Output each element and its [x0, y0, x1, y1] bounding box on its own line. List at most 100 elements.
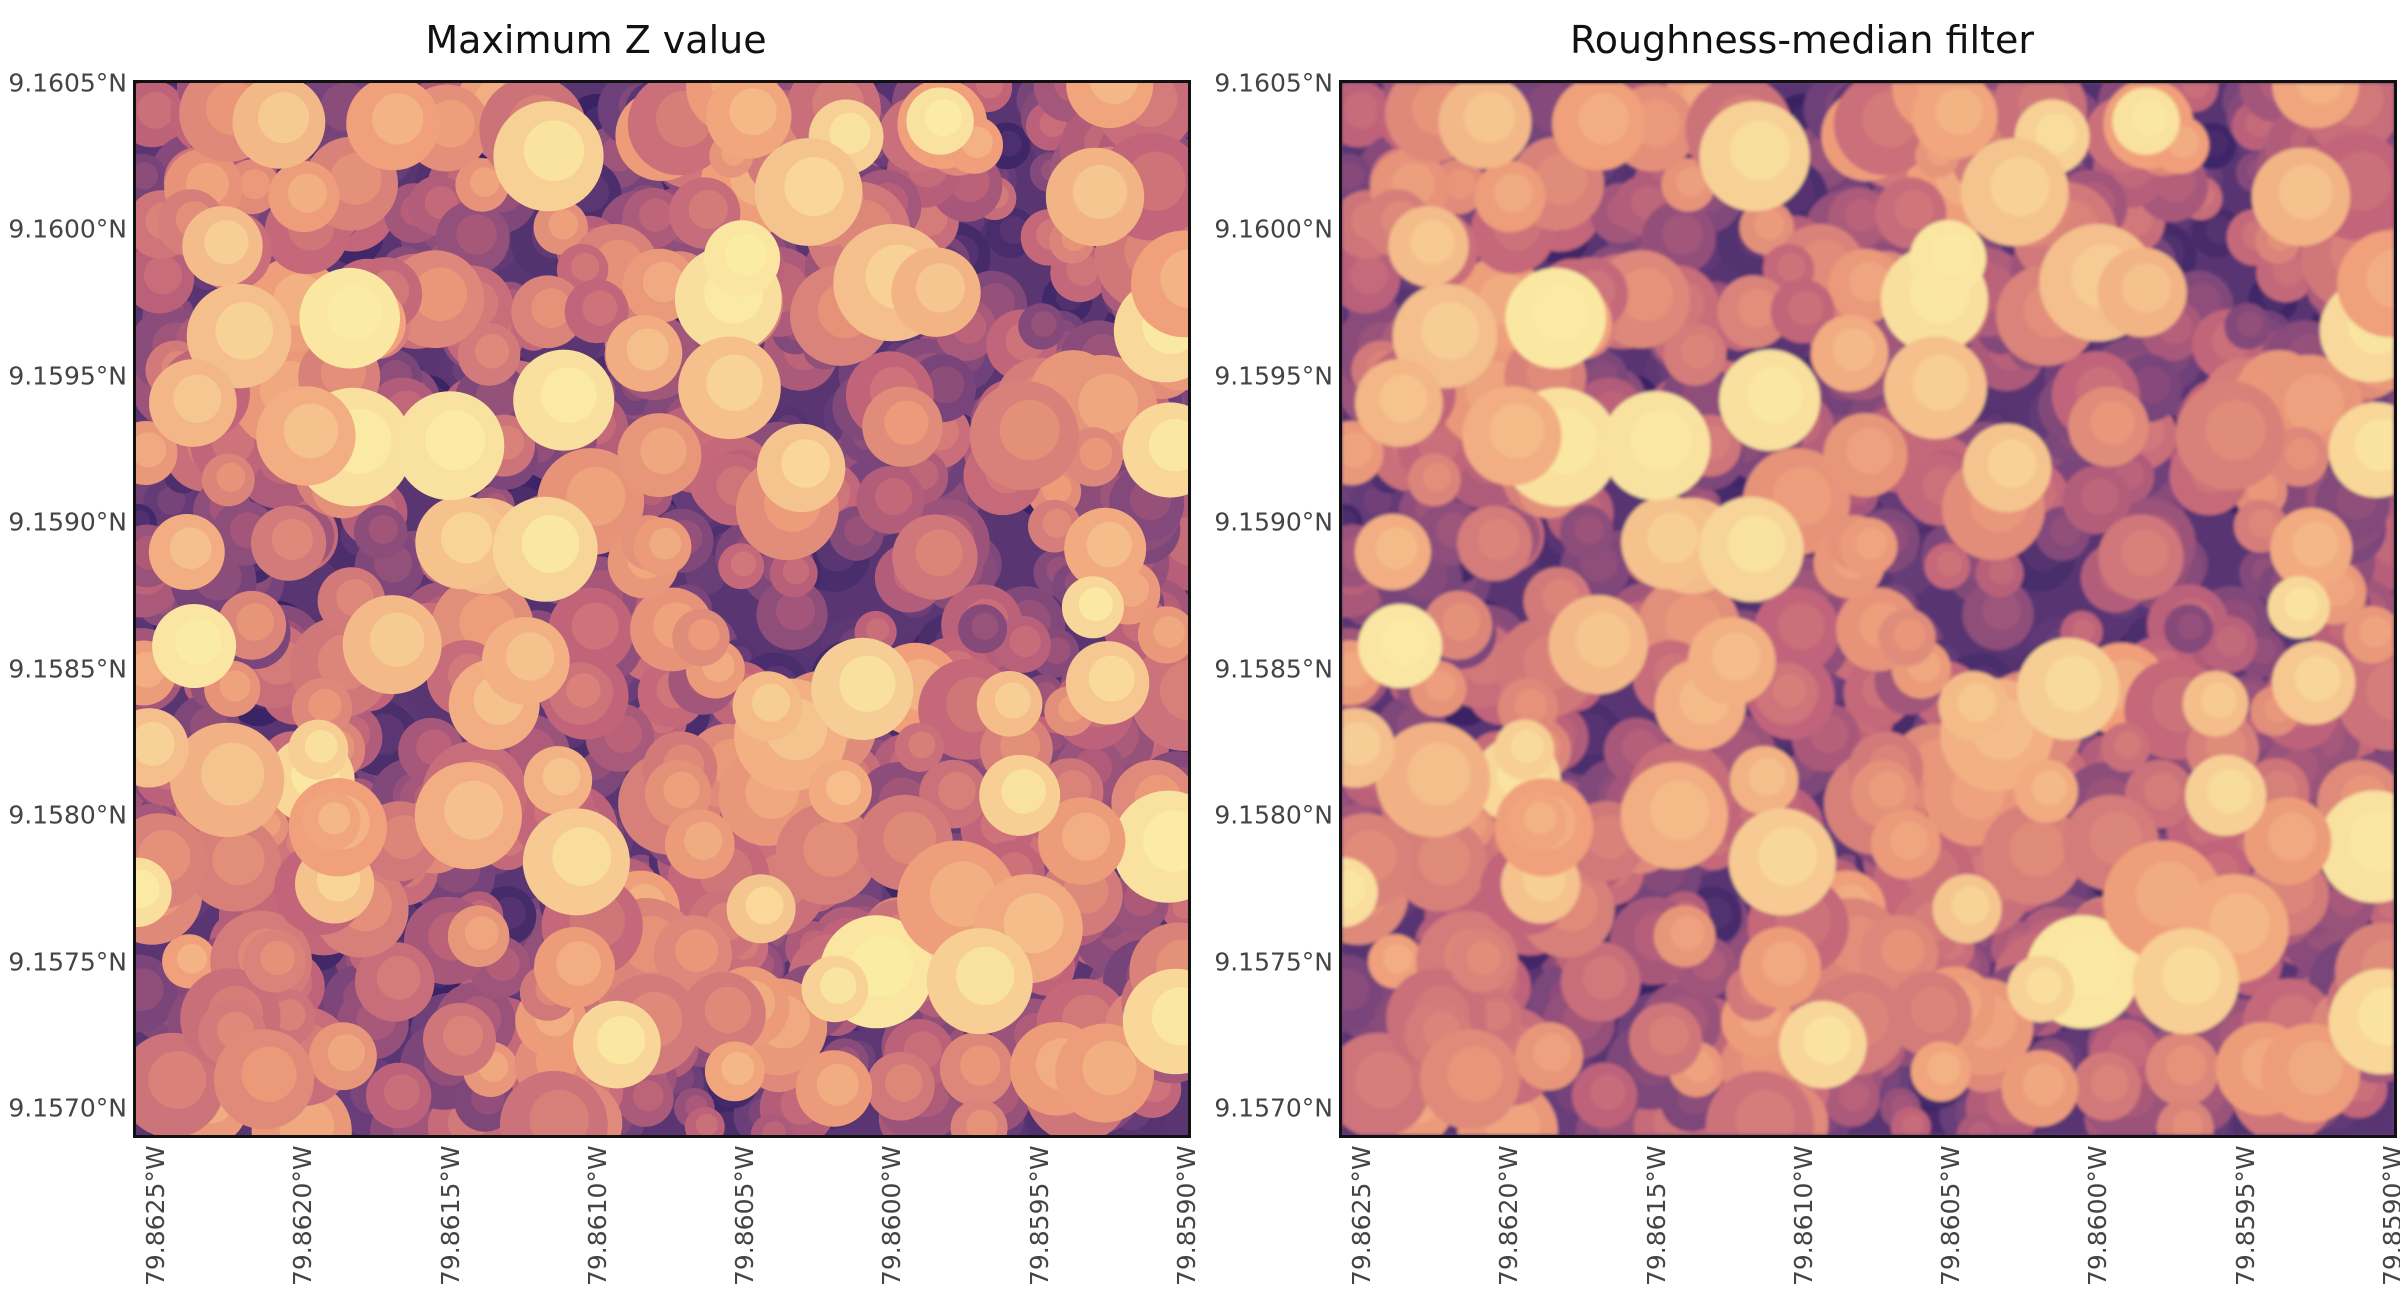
- tree-crown-top: [704, 986, 752, 1033]
- tree-crown-top: [784, 157, 844, 217]
- tree-crown-top: [413, 267, 467, 322]
- tree-crown-top: [2292, 522, 2338, 568]
- tree-crown-top: [216, 462, 246, 492]
- tree-crown-top: [1072, 164, 1128, 220]
- tree-crown-top: [148, 1051, 207, 1109]
- tree-crown-top: [1479, 999, 1512, 1031]
- tree-crown-top: [1151, 987, 1188, 1046]
- tree-crown-top: [1619, 267, 1673, 322]
- longitude-tick-label: 79.8625°W: [1347, 1145, 1376, 1286]
- tree-crown-top: [1354, 1051, 1413, 1109]
- tree-crown-top: [996, 130, 1022, 157]
- tree-crown-top: [2090, 400, 2135, 445]
- tree-crown-top: [688, 618, 720, 651]
- tree-crown-top: [175, 618, 222, 665]
- tree-crown-top: [776, 591, 816, 631]
- tree-crown-top: [2294, 655, 2341, 702]
- tree-crown-top: [1982, 591, 2022, 631]
- tree-crown-top: [816, 1063, 859, 1106]
- tree-crown-top: [999, 216, 1028, 244]
- tree-crown-top: [1445, 169, 1476, 200]
- tree-crown-top: [2285, 437, 2319, 471]
- tree-crown-top: [1680, 334, 1716, 369]
- tree-crown-top: [1003, 893, 1064, 954]
- tree-crown-top: [330, 153, 382, 205]
- tree-crown-top: [1042, 508, 1072, 538]
- tree-crown-top: [1729, 120, 1791, 181]
- tree-crown-top: [2081, 477, 2119, 516]
- tree-crown-top: [1632, 99, 1681, 148]
- tree-crown-top: [730, 551, 757, 577]
- tree-crown-top: [456, 214, 497, 255]
- tree-crown-top: [1379, 374, 1428, 423]
- tree-crown-top: [885, 1064, 923, 1102]
- tree-crown-top: [2354, 419, 2394, 472]
- tree-crown-top: [724, 233, 767, 276]
- tree-crown-top: [782, 557, 810, 585]
- tree-crown-top: [819, 967, 857, 1004]
- longitude-tick-label: 79.8595°W: [1024, 1145, 1054, 1286]
- canopy-height-map[interactable]: [1339, 80, 2397, 1138]
- tree-crown-top: [2207, 769, 2252, 814]
- latitude-tick-label: 9.1570°N: [8, 1093, 127, 1123]
- tree-crown-top: [1143, 810, 1188, 872]
- tree-crown-top: [143, 256, 182, 295]
- tree-crown-top: [273, 999, 306, 1031]
- tree-crown-top: [157, 486, 186, 516]
- tree-crown-top: [2025, 967, 2063, 1004]
- tree-crown-top: [1772, 673, 1807, 708]
- tree-crown-top: [2205, 216, 2234, 244]
- tree-crown-top: [1758, 827, 1818, 886]
- canopy-height-map[interactable]: [133, 80, 1191, 1138]
- tree-crown-top: [884, 400, 929, 445]
- tree-crown-top: [1062, 812, 1111, 861]
- tree-crown-top: [1342, 162, 1364, 190]
- tree-crown-top: [287, 173, 327, 213]
- tree-crown-top: [1936, 551, 1963, 577]
- tree-crown-top: [1990, 157, 2050, 217]
- tree-crown-top: [1855, 527, 1888, 560]
- tree-crown-top: [1894, 189, 1934, 230]
- tree-crown-top: [721, 1052, 755, 1085]
- tree-crown-top: [1464, 92, 1516, 144]
- tree-crown-top: [925, 99, 962, 137]
- tree-crown-top: [136, 722, 175, 766]
- tree-crown-top: [383, 1074, 420, 1111]
- tree-crown-top: [751, 683, 791, 722]
- tree-crown-top: [1670, 916, 1705, 950]
- tree-crown-top: [1777, 602, 1825, 650]
- tree-crown-top: [2365, 660, 2394, 721]
- tree-crown-top: [663, 771, 700, 809]
- tree-crown-top: [376, 955, 421, 1000]
- tree-crown-top: [927, 366, 965, 404]
- tree-crown-top: [1159, 660, 1188, 721]
- longitude-tick-label: 79.8595°W: [2230, 1145, 2260, 1286]
- tree-crown-top: [566, 466, 626, 526]
- tree-crown-top: [1881, 929, 1925, 972]
- tree-crown-top: [1957, 683, 1997, 722]
- tree-crown-top: [2144, 771, 2182, 810]
- tree-crown-top: [201, 742, 265, 806]
- tree-crown-top: [470, 167, 500, 197]
- tree-crown-top: [1153, 616, 1185, 648]
- tree-crown-top: [875, 477, 913, 516]
- tree-crown-top: [258, 92, 310, 144]
- latitude-tick-label: 9.1595°N: [1214, 361, 1333, 391]
- tree-crown-top: [1009, 625, 1041, 658]
- tree-crown-top: [318, 802, 351, 835]
- tree-crown-top: [639, 198, 673, 232]
- longitude-tick-label: 79.8605°W: [730, 1145, 760, 1286]
- tree-crown-top: [1777, 252, 1806, 282]
- tree-crown-top: [372, 93, 424, 145]
- tree-crown-top: [1910, 986, 1958, 1033]
- tree-crown-top: [327, 1034, 366, 1072]
- tree-crown-top: [688, 189, 728, 230]
- tree-crown-top: [425, 410, 486, 471]
- tree-crown-top: [2072, 618, 2096, 642]
- tree-crown-top: [219, 670, 251, 702]
- tree-crown-top: [304, 730, 338, 763]
- tree-crown-top: [1762, 941, 1807, 986]
- tree-crown-top: [1493, 173, 1533, 213]
- tree-crown-top: [531, 288, 572, 329]
- tree-crown-top: [271, 518, 313, 561]
